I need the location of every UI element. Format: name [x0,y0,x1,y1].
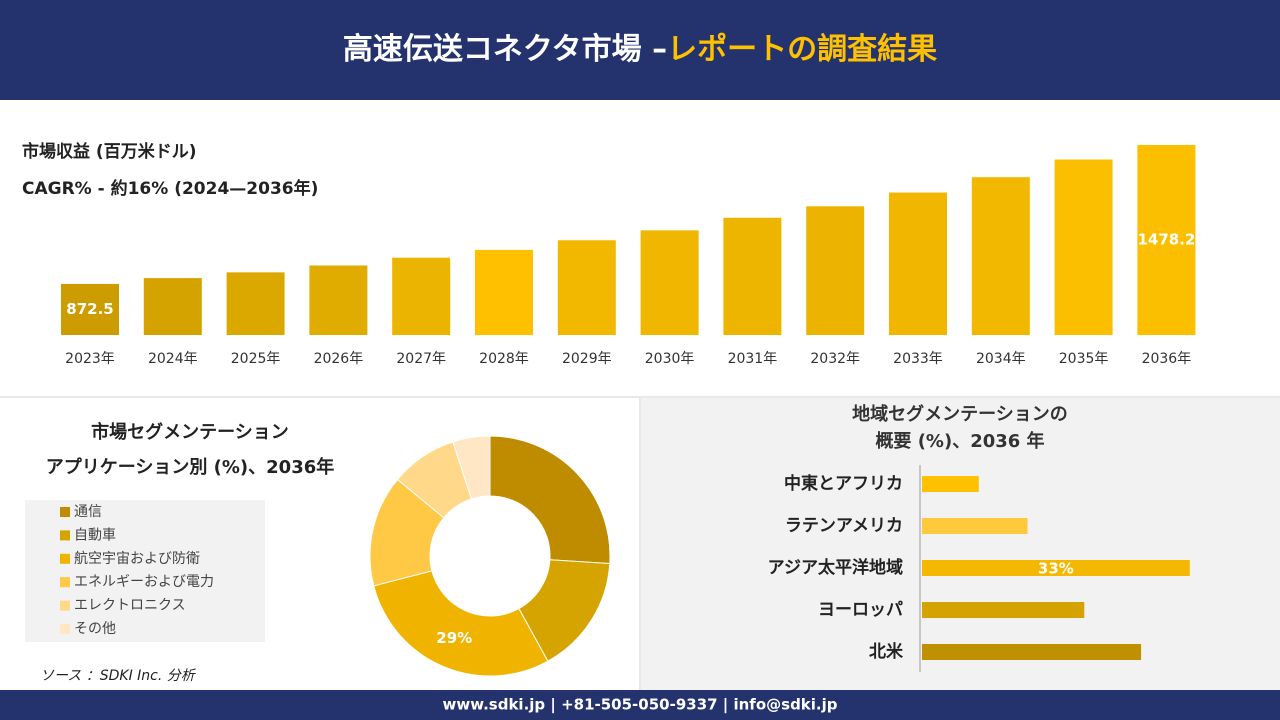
bar [922,560,1190,576]
x-tick-label: 2030年 [645,351,695,367]
x-tick-label: 2025年 [231,351,281,367]
bar-subtitle: CAGR% - 約16% (2024—2036年) [22,178,318,199]
bar [640,230,699,335]
title-main: 高速伝送コネクタ市場 – [343,32,667,67]
legend-swatch [60,553,70,564]
bar [392,257,451,335]
x-tick-label: 2031年 [728,351,778,367]
x-tick-label: 2024年 [148,351,198,367]
value-label: 33% [1038,560,1074,578]
y-tick-label: ラテンアメリカ [785,516,903,536]
hbar-title: 地域セグメンテーションの [852,403,1068,425]
y-tick-label: ヨーロッパ [818,600,903,620]
hbar-title: 概要 (%)、2036 年 [875,430,1044,452]
donut-title: 市場セグメンテーション [91,421,289,443]
region-panel [641,398,1280,690]
legend-swatch [60,624,70,634]
y-tick-label: 北米 [869,641,904,662]
x-tick-label: 2033年 [893,351,943,367]
legend-label: エネルギーおよび電力 [74,574,214,590]
bar [61,283,119,335]
legend-label: その他 [74,621,116,637]
x-tick-label: 2034年 [976,351,1026,367]
bar [475,249,533,335]
bar [723,217,782,335]
bar [922,644,1142,660]
header-bar [0,0,1280,100]
bar [922,518,1028,534]
bar [971,177,1030,335]
title-highlight: レポートの調査結果 [667,32,937,67]
bar [889,192,947,335]
legend-label: エレクトロニクス [74,598,186,614]
bar [1054,159,1113,335]
donut-subtitle: アプリケーション別 (%)、2036年 [46,456,335,478]
donut-segment [452,435,491,500]
x-tick-label: 2028年 [479,351,529,367]
legend-label: 自動車 [74,526,116,543]
donut-segment [373,570,549,677]
x-tick-label: 2035年 [1059,351,1109,367]
legend-box [25,500,265,642]
bar [226,272,285,335]
bar [1137,145,1196,335]
footer-bar [0,690,1280,720]
legend-label: 通信 [74,504,102,520]
legend-label: 航空宇宙および防衛 [74,551,200,567]
legend-swatch [60,507,70,517]
y-tick-label: アジア太平洋地域 [768,557,903,578]
x-tick-label: 2026年 [314,351,364,367]
legend-swatch [60,600,70,611]
footer: www.sdki.jp | +81-505-050-9337 | info@sd… [442,696,837,715]
source: ソース ：SDKI Inc. 分析 [40,668,197,684]
x-tick-label: 2032年 [810,351,860,367]
legend-swatch [60,530,70,541]
donut-segment [489,435,611,565]
bar [922,602,1085,618]
value-label: 872.5 [66,300,113,318]
bar [309,265,368,335]
x-tick-label: 2036年 [1142,351,1192,367]
x-tick-label: 2027年 [396,351,446,367]
y-tick-label: 中東とアフリカ [784,473,903,494]
value-label: 29% [436,629,472,647]
bar [143,278,202,335]
bar [557,240,616,335]
legend-swatch [60,577,70,588]
header-title: 高速伝送コネクタ市場 –レポートの調査結果 [343,32,937,67]
x-tick-label: 2029年 [562,351,612,367]
bar-title: 市場収益 (百万米ドル) [22,141,196,162]
value-label: 1478.2 [1137,231,1195,249]
bar [922,476,979,492]
x-tick-label: 2023年 [65,351,115,367]
bar [806,206,865,335]
